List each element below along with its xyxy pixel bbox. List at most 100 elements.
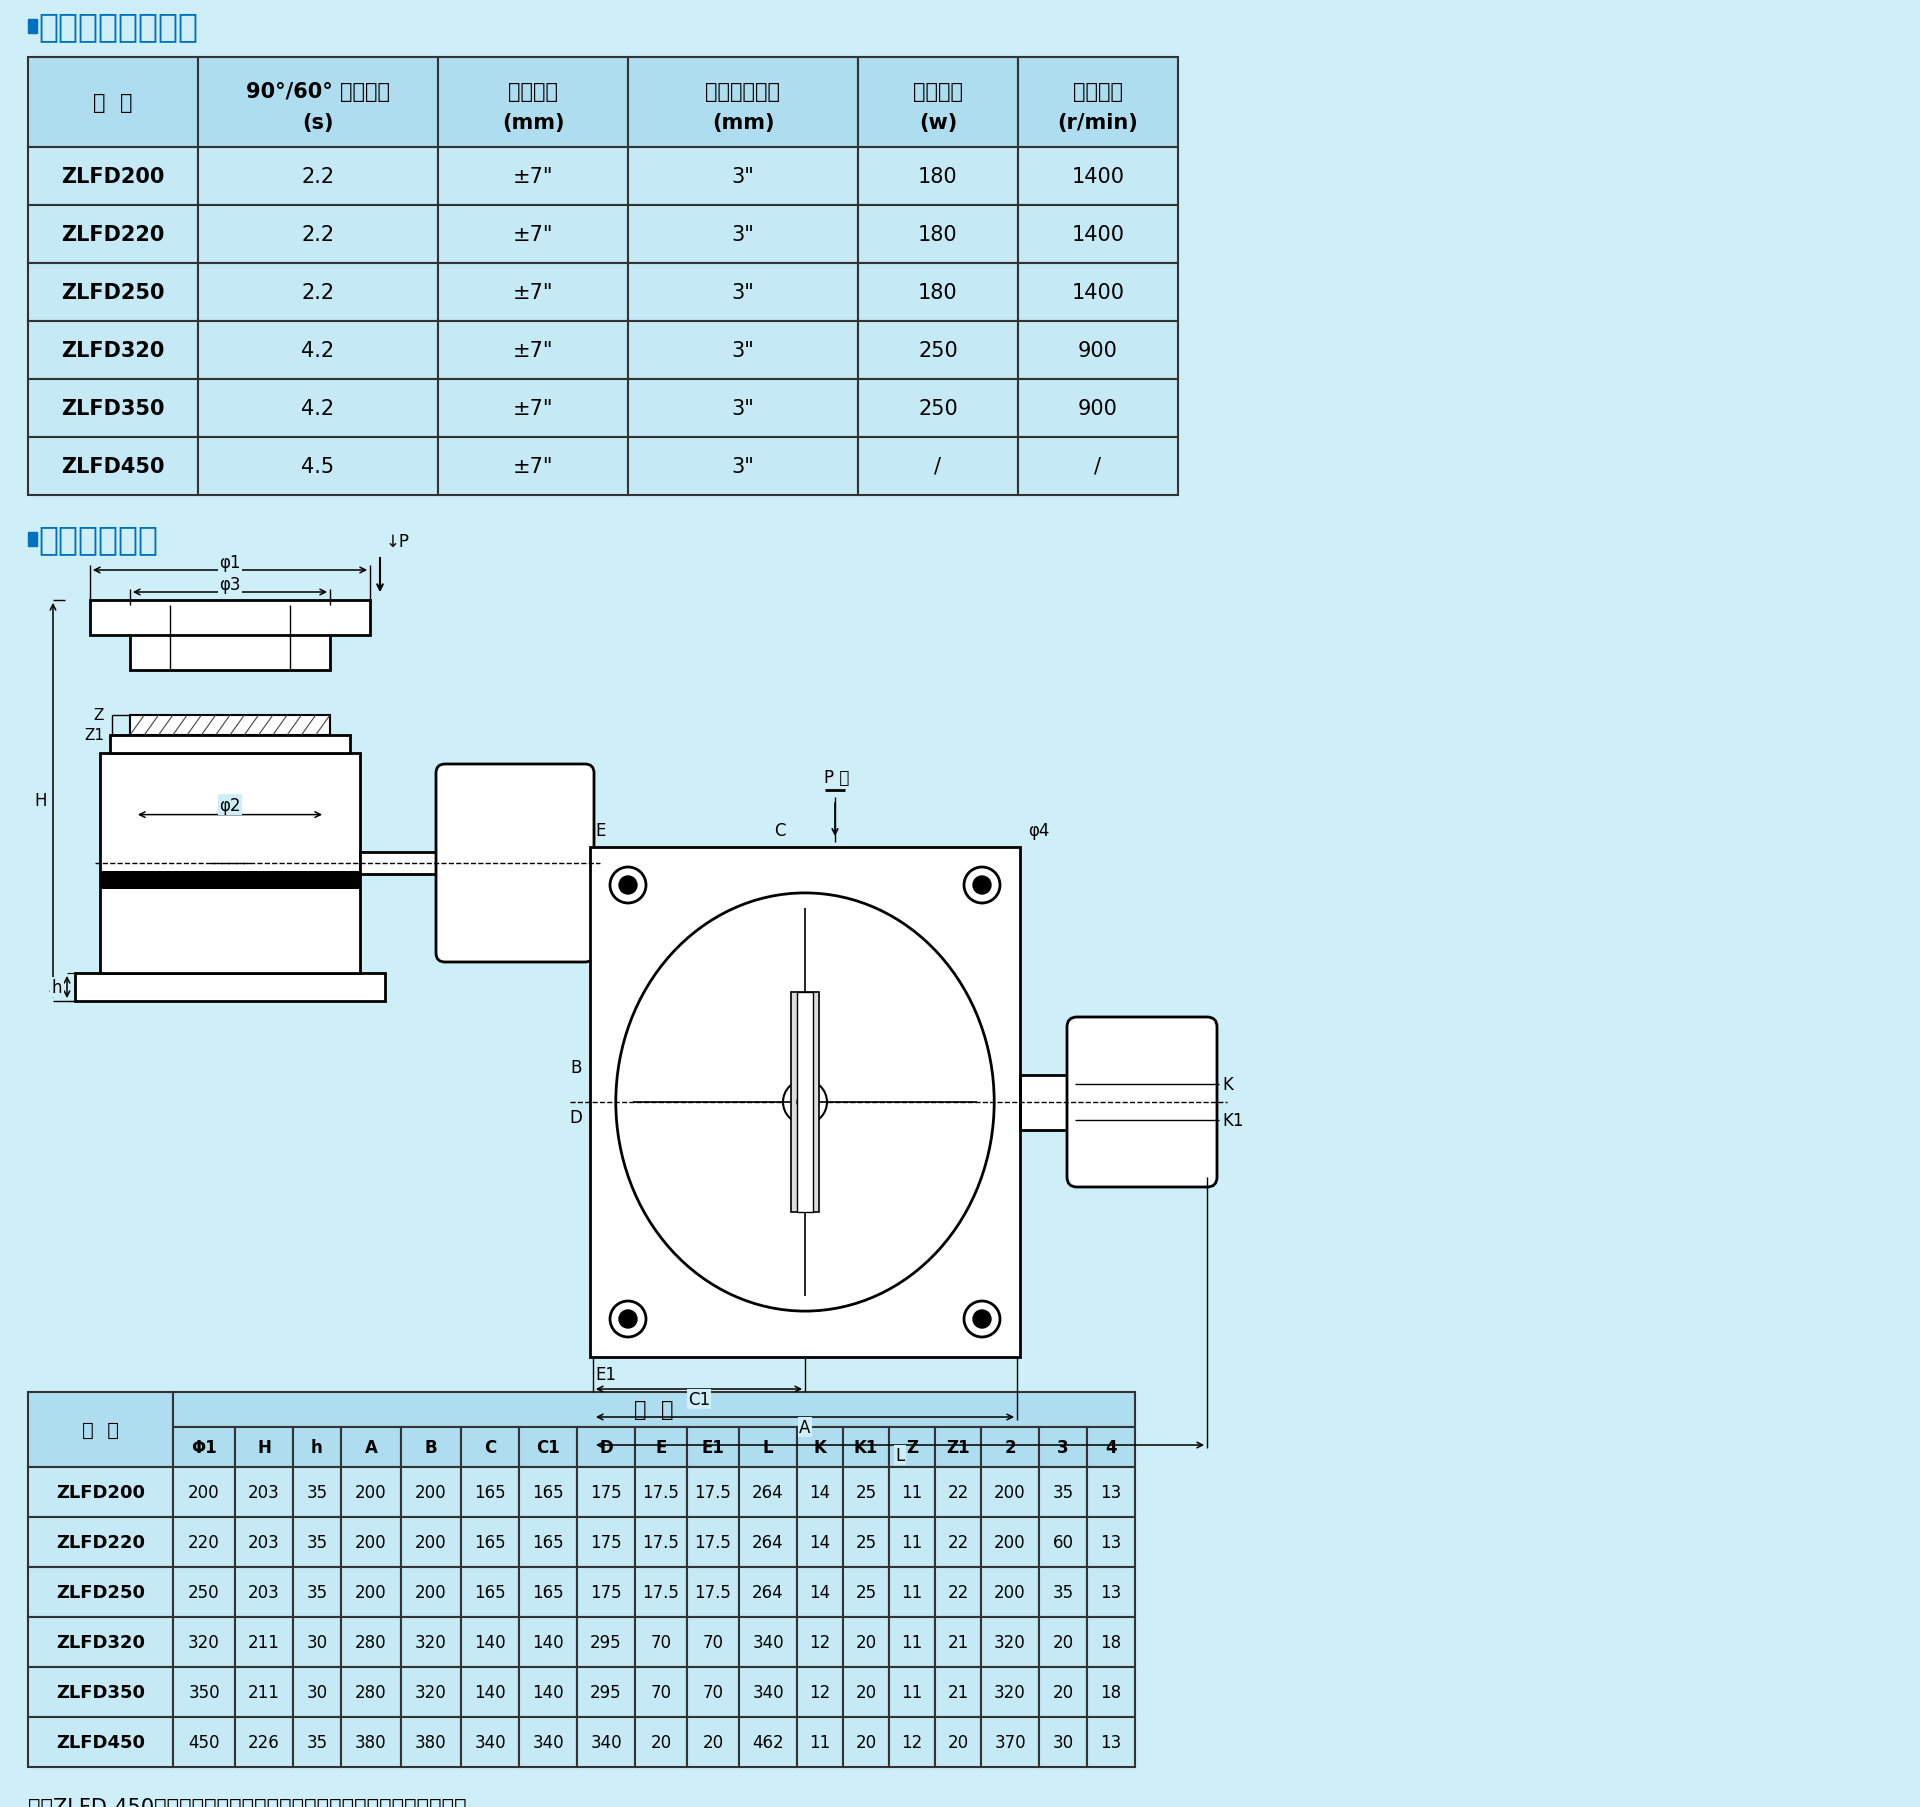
- Text: 203: 203: [248, 1583, 280, 1601]
- Bar: [1018, 379, 1179, 437]
- Text: 尺  寸: 尺 寸: [634, 1400, 674, 1420]
- Bar: [739, 1467, 797, 1518]
- Text: 70: 70: [651, 1682, 672, 1700]
- Bar: [461, 1668, 518, 1717]
- Bar: [131, 605, 330, 670]
- Text: 340: 340: [753, 1682, 783, 1700]
- Bar: [100, 754, 361, 974]
- Text: 380: 380: [355, 1733, 386, 1751]
- Text: 60: 60: [1052, 1532, 1073, 1550]
- Text: 264: 264: [753, 1532, 783, 1550]
- Bar: [294, 1617, 342, 1668]
- Bar: [29, 58, 198, 148]
- Bar: [636, 1428, 687, 1467]
- Text: ZLFD200: ZLFD200: [61, 166, 165, 186]
- Text: 25: 25: [856, 1583, 877, 1601]
- Text: B: B: [424, 1438, 438, 1456]
- Text: 11: 11: [900, 1484, 924, 1502]
- Text: 220: 220: [188, 1532, 221, 1550]
- Bar: [858, 148, 1018, 206]
- Bar: [100, 873, 361, 889]
- Text: 三、外形尺寸: 三、外形尺寸: [38, 524, 157, 557]
- Text: 264: 264: [753, 1583, 783, 1601]
- Text: 35: 35: [307, 1583, 328, 1601]
- Circle shape: [964, 1301, 1000, 1337]
- Bar: [1087, 1428, 1135, 1467]
- Text: D: D: [599, 1438, 612, 1456]
- Text: 200: 200: [415, 1532, 447, 1550]
- Text: ZLFD220: ZLFD220: [56, 1532, 146, 1550]
- Circle shape: [611, 1301, 645, 1337]
- Bar: [173, 1391, 1135, 1428]
- Text: 11: 11: [900, 1682, 924, 1700]
- Text: 电机转速: 电机转速: [1073, 81, 1123, 103]
- Bar: [687, 1518, 739, 1567]
- Bar: [935, 1717, 981, 1767]
- Text: ±7": ±7": [513, 166, 553, 186]
- Bar: [1087, 1617, 1135, 1668]
- Text: φ3: φ3: [219, 576, 240, 595]
- Text: 35: 35: [1052, 1484, 1073, 1502]
- Text: 3": 3": [732, 342, 755, 361]
- Text: 350: 350: [188, 1682, 219, 1700]
- Bar: [438, 58, 628, 148]
- Text: 2.2: 2.2: [301, 224, 334, 246]
- Bar: [29, 264, 198, 322]
- Text: (r/min): (r/min): [1058, 112, 1139, 132]
- Bar: [342, 1518, 401, 1567]
- Text: 22: 22: [947, 1532, 968, 1550]
- Text: 340: 340: [753, 1634, 783, 1652]
- Bar: [294, 1717, 342, 1767]
- Bar: [628, 437, 858, 495]
- Bar: [29, 1467, 173, 1518]
- Text: 200: 200: [188, 1484, 219, 1502]
- Text: E: E: [595, 822, 605, 840]
- Text: C: C: [774, 822, 785, 840]
- Text: φ1: φ1: [219, 553, 240, 571]
- Text: 20: 20: [856, 1634, 877, 1652]
- Bar: [628, 322, 858, 379]
- Bar: [636, 1518, 687, 1567]
- Text: 20: 20: [856, 1682, 877, 1700]
- Bar: [739, 1717, 797, 1767]
- Text: 140: 140: [474, 1634, 505, 1652]
- Text: P 向: P 向: [824, 768, 851, 786]
- Text: ↓P: ↓P: [386, 533, 411, 551]
- Text: 17.5: 17.5: [695, 1583, 732, 1601]
- Bar: [461, 1428, 518, 1467]
- Bar: [1018, 437, 1179, 495]
- Text: 320: 320: [415, 1682, 447, 1700]
- Bar: [843, 1717, 889, 1767]
- Bar: [797, 1668, 843, 1717]
- Bar: [628, 206, 858, 264]
- Text: E1: E1: [701, 1438, 724, 1456]
- Bar: [29, 1717, 173, 1767]
- Text: 20: 20: [703, 1733, 724, 1751]
- Text: 380: 380: [415, 1733, 447, 1751]
- Circle shape: [618, 876, 637, 894]
- Text: Z1: Z1: [84, 728, 104, 743]
- Text: 22: 22: [947, 1583, 968, 1601]
- Text: /: /: [1094, 457, 1102, 477]
- Bar: [518, 1518, 578, 1567]
- Text: K1: K1: [1221, 1111, 1244, 1129]
- Bar: [858, 58, 1018, 148]
- Bar: [294, 1428, 342, 1467]
- Bar: [1087, 1717, 1135, 1767]
- Text: 450: 450: [188, 1733, 219, 1751]
- Bar: [29, 322, 198, 379]
- Text: 200: 200: [995, 1583, 1025, 1601]
- Bar: [858, 264, 1018, 322]
- Text: ZLFD350: ZLFD350: [61, 399, 165, 419]
- Text: 17.5: 17.5: [695, 1484, 732, 1502]
- Bar: [234, 1518, 294, 1567]
- Text: C1: C1: [536, 1438, 561, 1456]
- Text: 200: 200: [355, 1532, 386, 1550]
- Bar: [578, 1567, 636, 1617]
- Text: ZLFD200: ZLFD200: [56, 1484, 146, 1502]
- Text: 4.2: 4.2: [301, 342, 334, 361]
- Bar: [1039, 1717, 1087, 1767]
- Bar: [342, 1617, 401, 1668]
- Text: 200: 200: [355, 1484, 386, 1502]
- Circle shape: [611, 867, 645, 904]
